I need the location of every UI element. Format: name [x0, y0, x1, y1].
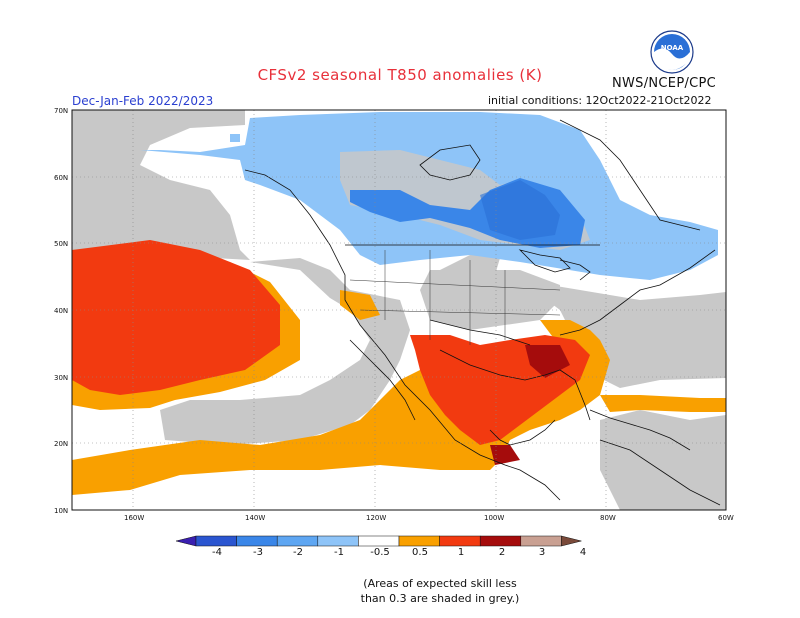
colorbar-swatch [236, 535, 278, 547]
initial-conditions: initial conditions: 12Oct2022-21Oct2022 [488, 94, 712, 107]
agency-label: NWS/NCEP/CPC [612, 76, 717, 91]
colorbar-swatch [317, 535, 359, 547]
lat-label-20n: 20N [54, 440, 68, 448]
lat-label-60n: 60N [54, 174, 68, 182]
skill-note: (Areas of expected skill less than 0.3 a… [300, 576, 580, 606]
colorbar-swatch [276, 535, 319, 547]
lon-label-140w: 140W [245, 514, 265, 522]
lon-label-100w: 100W [484, 514, 504, 522]
colorbar-label: -3 [253, 547, 263, 558]
colorbar-swatch [520, 535, 562, 547]
colorbar-label: 3 [538, 547, 546, 558]
noaa-logo-text: NOAA [661, 44, 684, 52]
lon-label-160w: 160W [124, 514, 144, 522]
lat-label-70n: 70N [54, 107, 68, 115]
colorbar-label: -4 [212, 547, 222, 558]
colorbar-arrow-low [175, 535, 197, 547]
colorbar-swatch [195, 535, 237, 547]
colorbar [175, 535, 582, 547]
forecast-period: Dec-Jan-Feb 2022/2023 [72, 94, 214, 108]
noaa-logo-icon: NOAA [650, 30, 694, 74]
colorbar-arrow-high [561, 535, 582, 547]
state-borders [349, 250, 561, 345]
graticule [72, 110, 726, 510]
skill-note-line1: (Areas of expected skill less [363, 577, 517, 590]
negative-anomaly-regions [140, 112, 718, 280]
colorbar-swatch [398, 535, 440, 547]
lat-label-30n: 30N [54, 374, 68, 382]
lat-label-10n: 10N [54, 507, 68, 515]
lat-label-50n: 50N [54, 240, 68, 248]
map-title: CFSv2 seasonal T850 anomalies (K) [257, 66, 543, 84]
lat-label-40n: 40N [54, 307, 68, 315]
lon-label-80w: 80W [600, 514, 616, 522]
lon-label-120w: 120W [366, 514, 386, 522]
colorbar-label: -1 [334, 547, 344, 558]
colorbar-swatch [479, 535, 522, 547]
map-frame [71, 109, 727, 511]
colorbar-label: -2 [293, 547, 303, 558]
colorbar-label: -0.5 [370, 547, 390, 558]
colorbar-swatch [358, 535, 400, 547]
colorbar-label: 0.5 [412, 547, 428, 558]
colorbar-swatch [439, 535, 481, 547]
colorbar-label: 1 [457, 547, 465, 558]
coastlines [244, 119, 721, 506]
skill-note-line2: than 0.3 are shaded in grey.) [360, 592, 520, 605]
colorbar-label: 4 [579, 547, 587, 558]
colorbar-label: 2 [498, 547, 506, 558]
lon-label-60w: 60W [718, 514, 734, 522]
